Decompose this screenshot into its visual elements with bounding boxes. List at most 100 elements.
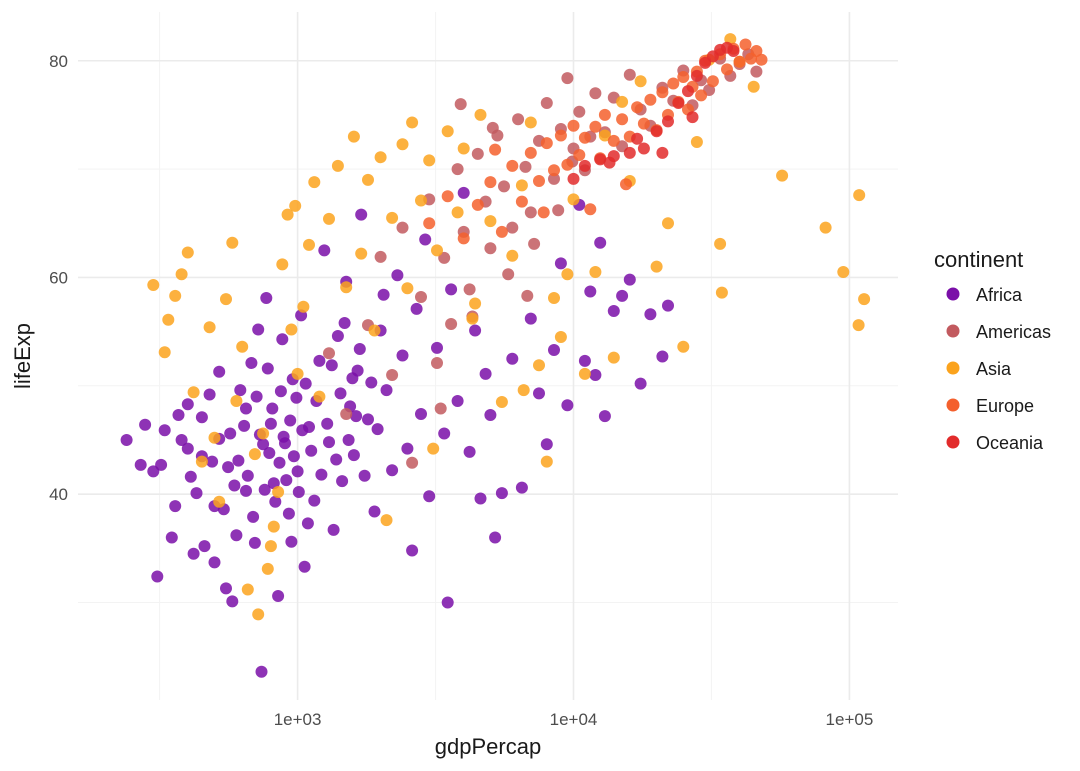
data-point	[172, 409, 185, 421]
data-point	[441, 190, 454, 203]
data-point	[195, 455, 208, 468]
data-point	[463, 445, 476, 458]
data-point	[301, 517, 314, 530]
data-point	[573, 105, 586, 118]
data-point	[457, 232, 470, 245]
data-point	[631, 132, 644, 145]
data-point	[340, 408, 353, 420]
data-point	[396, 138, 409, 151]
data-point	[479, 367, 492, 380]
data-point	[222, 461, 235, 474]
data-point	[347, 449, 360, 462]
data-point	[134, 458, 147, 471]
data-point	[598, 410, 611, 423]
data-point	[519, 160, 532, 173]
data-point	[264, 417, 277, 430]
data-point	[457, 186, 470, 199]
data-point	[469, 297, 482, 310]
data-point	[672, 97, 685, 109]
data-point	[323, 436, 335, 449]
data-point	[401, 282, 414, 295]
data-point	[521, 289, 534, 302]
data-point	[355, 208, 368, 221]
data-point	[323, 212, 335, 225]
data-point	[208, 431, 221, 444]
data-point	[318, 244, 331, 257]
data-point	[213, 495, 226, 508]
data-point	[662, 299, 674, 312]
data-point	[690, 69, 703, 82]
data-point	[248, 448, 261, 461]
data-point	[290, 391, 303, 404]
data-point	[266, 402, 279, 415]
data-point	[226, 595, 239, 608]
data-point	[695, 89, 708, 102]
data-point	[232, 454, 245, 467]
data-point	[190, 487, 203, 500]
data-point	[484, 176, 497, 189]
data-point	[431, 357, 443, 369]
data-point	[667, 77, 680, 90]
data-point	[250, 390, 263, 403]
data-point	[169, 500, 182, 513]
data-point	[347, 130, 360, 143]
data-point	[471, 198, 484, 211]
data-point	[230, 529, 243, 542]
data-point	[561, 158, 574, 171]
data-point	[706, 75, 719, 88]
data-point	[584, 285, 597, 298]
data-point	[616, 289, 629, 302]
data-point	[147, 279, 160, 291]
data-point	[715, 286, 728, 299]
data-point	[276, 258, 289, 271]
data-point	[589, 120, 602, 133]
data-point	[257, 427, 270, 440]
legend-label-asia: Asia	[976, 359, 1012, 379]
data-point	[634, 377, 647, 390]
data-point	[484, 409, 497, 421]
data-point	[554, 129, 567, 142]
data-point	[524, 312, 537, 325]
data-point	[682, 85, 694, 98]
data-point	[410, 302, 423, 315]
data-point	[662, 115, 674, 128]
data-point	[321, 417, 334, 430]
data-point	[175, 268, 188, 281]
data-point	[350, 410, 363, 423]
data-point	[427, 442, 440, 455]
data-point	[438, 251, 451, 264]
x-tick-label: 1e+03	[274, 710, 322, 729]
data-point	[524, 146, 537, 159]
data-point	[548, 164, 560, 177]
axis-layer: 1e+03 1e+04 1e+05 40 60 80	[49, 52, 873, 729]
data-point	[502, 268, 515, 281]
data-point	[327, 523, 340, 536]
data-point	[255, 665, 268, 678]
data-point	[374, 151, 387, 164]
data-point	[336, 475, 349, 488]
data-point	[554, 331, 567, 343]
legend-items: Africa Americas Asia Europe Oceania	[946, 285, 1051, 453]
data-point	[419, 233, 432, 246]
data-point	[272, 486, 285, 498]
data-point	[298, 560, 311, 573]
data-point	[415, 291, 427, 303]
data-point	[727, 45, 740, 57]
data-point	[139, 418, 152, 431]
x-tick-label: 1e+04	[550, 710, 598, 729]
data-point	[650, 260, 663, 273]
data-point	[181, 442, 194, 455]
data-point	[234, 384, 247, 397]
grid-layer	[78, 12, 898, 700]
data-point	[406, 456, 419, 469]
legend-key-asia	[946, 361, 960, 375]
data-point	[353, 343, 366, 355]
data-point	[484, 242, 497, 255]
data-point	[578, 131, 591, 144]
data-point	[338, 317, 351, 329]
data-point	[578, 367, 591, 380]
data-point	[474, 108, 487, 121]
data-point	[567, 172, 580, 185]
data-point	[303, 238, 315, 251]
data-point	[548, 292, 560, 304]
